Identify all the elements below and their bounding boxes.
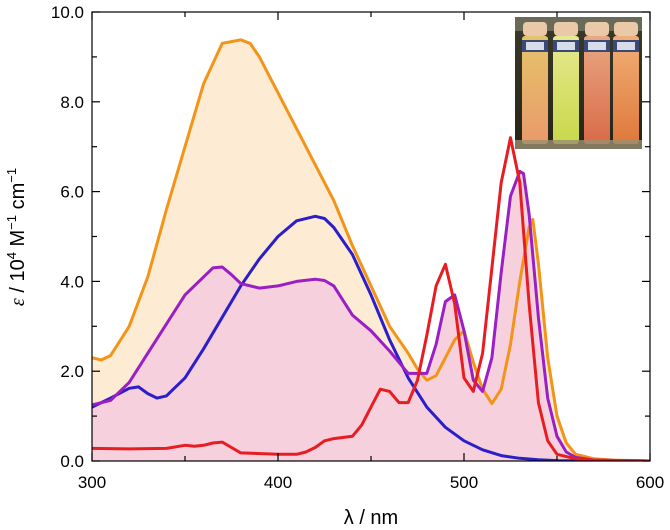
x-axis-title: λ / nm [344,507,398,529]
y-axis-title-unit-1: M [7,230,29,252]
y-tick-label: 2.0 [60,362,84,381]
filled-areas [92,39,650,461]
area-fill-purple [92,171,650,461]
y-tick-label: 4.0 [60,272,84,291]
y-tick-label: 6.0 [60,183,84,202]
x-tick-label: 500 [450,473,478,492]
y-axis: 0.0 2.0 4.0 6.0 8.0 10.0 [51,3,650,471]
y-axis-title-exponent-1: 4 [4,252,19,259]
y-tick-label: 10.0 [51,3,84,22]
x-tick-label: 300 [78,473,106,492]
series-line-blue [92,214,650,461]
series-line-red [92,136,650,461]
inset-vials-photo [515,17,642,149]
series-lines [92,38,650,461]
y-axis-title: ε / 104 M−1 cm−1 [4,168,29,306]
x-tick-label: 400 [264,473,292,492]
y-tick-label: 0.0 [60,452,84,471]
y-axis-title-exponent-3: −1 [4,168,19,183]
y-tick-label: 8.0 [60,93,84,112]
y-axis-title-unit-2: cm [7,183,29,215]
y-axis-title-text: / 10 [7,259,29,298]
y-axis-title-exponent-2: −1 [4,215,19,230]
y-axis-title-symbol: ε [7,298,29,306]
x-axis: 300 400 500 600 [78,12,664,492]
x-tick-label: 600 [636,473,664,492]
series-line-purple [92,169,650,461]
